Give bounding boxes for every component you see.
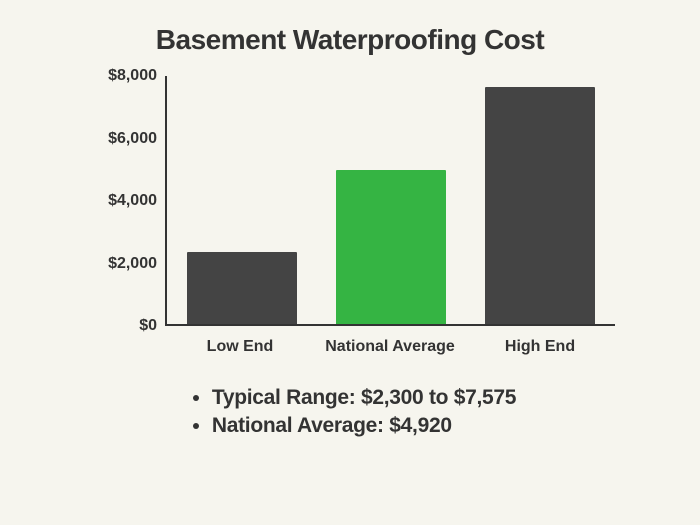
bar-slot [187,76,297,324]
y-tick-label: $0 [65,317,157,335]
x-axis-label: High End [470,330,610,366]
plot-area [165,76,615,326]
y-tick-label: $2,000 [65,255,157,273]
bullet-list: Typical Range: $2,300 to $7,575National … [184,384,516,441]
chart-title: Basement Waterproofing Cost [156,24,544,56]
y-tick-label: $4,000 [65,192,157,210]
bullet-item: National Average: $4,920 [212,412,516,440]
summary-bullets: Typical Range: $2,300 to $7,575National … [184,384,516,441]
bars-container [167,76,615,324]
y-tick-label: $6,000 [65,130,157,148]
x-axis-labels: Low End National Average High End [165,330,615,366]
x-axis-label: Low End [170,330,310,366]
bar [336,170,446,324]
bar-chart: Low End National Average High End $0 $2,000… [65,66,635,366]
bar [485,87,595,324]
x-axis-label: National Average [320,330,460,366]
bullet-item: Typical Range: $2,300 to $7,575 [212,384,516,412]
bar-slot [485,76,595,324]
bar [187,252,297,324]
y-tick-label: $8,000 [65,67,157,85]
infographic-canvas: Basement Waterproofing Cost Low End Natio… [0,0,700,525]
bar-slot [336,76,446,324]
